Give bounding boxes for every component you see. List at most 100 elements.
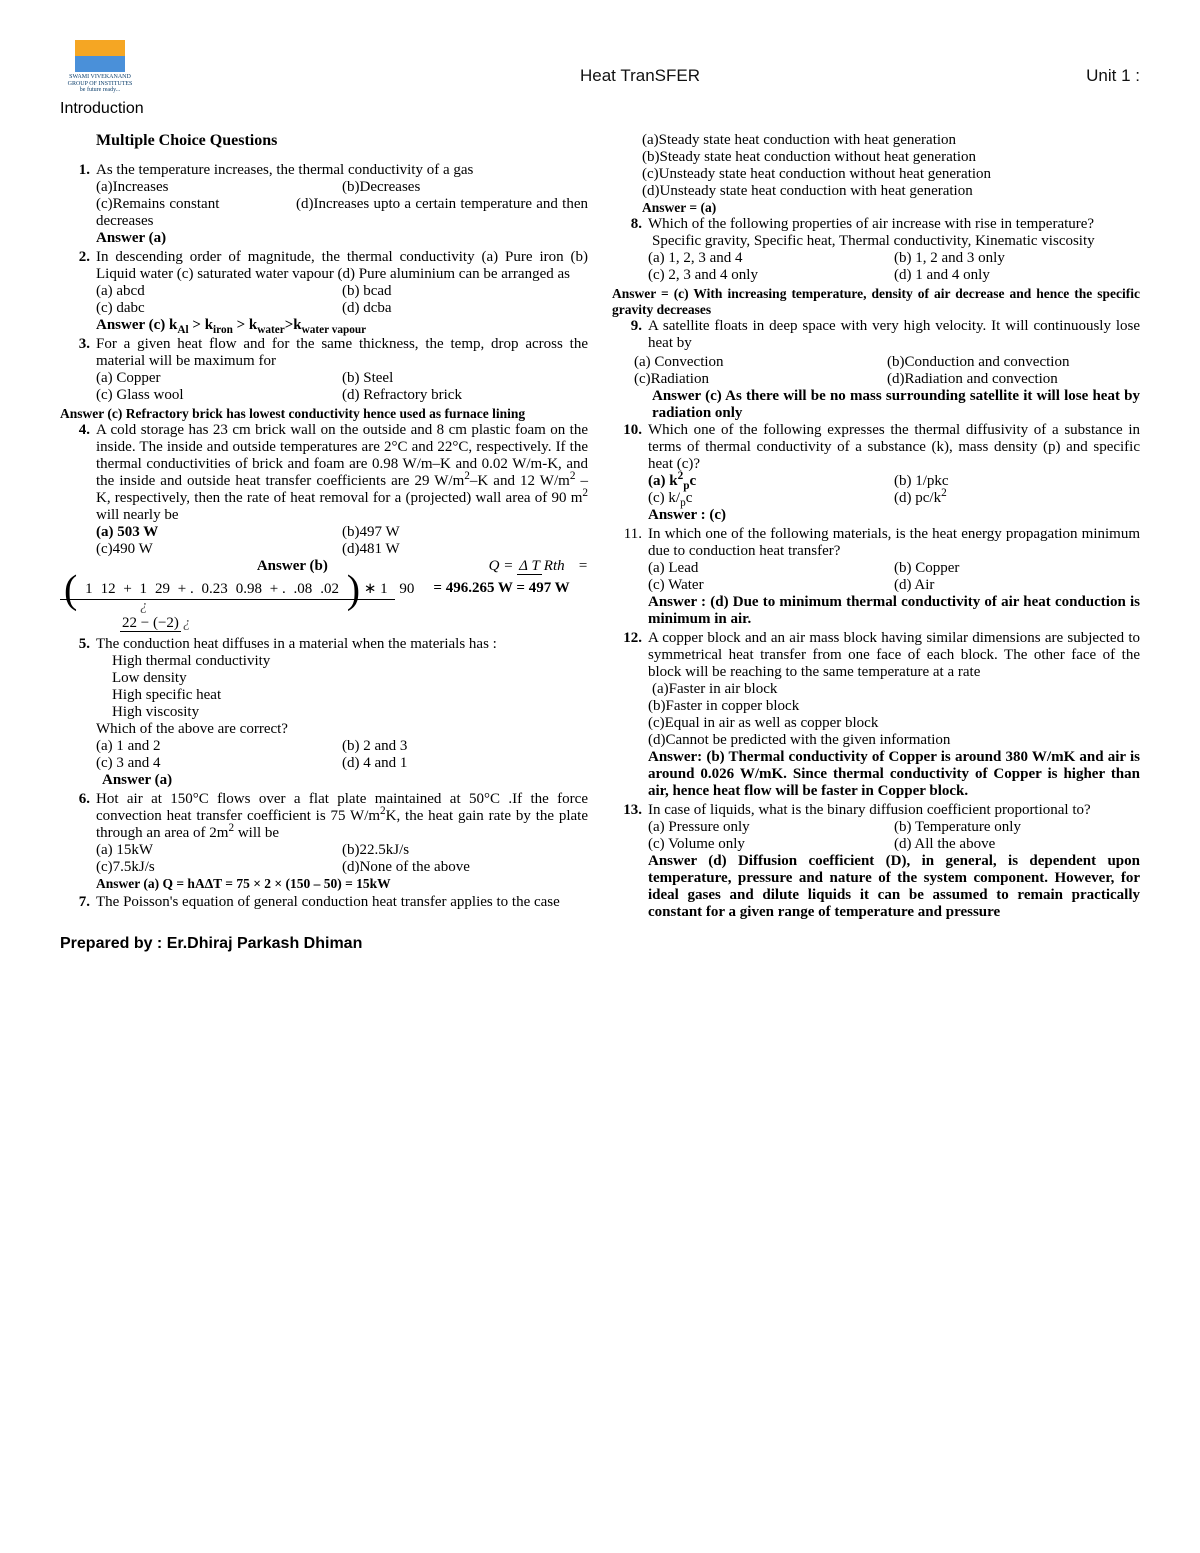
q13-opt-d: (d) All the above [894, 836, 1140, 853]
q5-which: Which of the above are correct? [96, 721, 588, 738]
q8-answer: Answer = (c) With increasing temperature… [612, 286, 1140, 318]
question-10: 10. Which one of the following expresses… [612, 422, 1140, 524]
q3-opt-a: (a) Copper [96, 370, 342, 387]
logo-line1: SWAMI VIVEKANAND [60, 74, 140, 81]
q7-text: The Poisson's equation of general conduc… [96, 894, 588, 911]
q11-opt-c: (c) Water [648, 577, 894, 594]
q8-num: 8. [612, 216, 648, 284]
q10-text: Which one of the following expresses the… [648, 422, 1140, 473]
q7-opt-c: (c)Unsteady state heat conduction withou… [642, 166, 1140, 183]
logo-line3: be future ready... [60, 87, 140, 94]
q11-opt-d: (d) Air [894, 577, 1140, 594]
q2-opt-d: (d) dcba [342, 300, 588, 317]
q9-opt-b: (b)Conduction and convection [887, 354, 1140, 371]
q7-opt-a: (a)Steady state heat conduction with hea… [642, 132, 1140, 149]
mcq-heading: Multiple Choice Questions [96, 132, 588, 150]
q12-answer: Answer: (b) Thermal conductivity of Copp… [648, 749, 1140, 800]
q10-opt-c: (c) k/pc [648, 490, 894, 507]
q7-options: (a)Steady state heat conduction with hea… [642, 132, 1140, 216]
q2-answer: Answer (c) kAl > kiron > kwater>kwater v… [96, 317, 588, 334]
q9-opt-d: (d)Radiation and convection [887, 371, 1140, 388]
question-8: 8. Which of the following properties of … [612, 216, 1140, 284]
introduction-heading: Introduction [60, 100, 1140, 118]
q4-answer-row: Answer (b) Q = Δ TRth = [96, 558, 588, 575]
q12-opt-c: (c)Equal in air as well as copper block [648, 715, 1140, 732]
q1-opt-b: (b)Decreases [342, 179, 588, 196]
q5-line4: High viscosity [112, 704, 588, 721]
left-column: Multiple Choice Questions 1. As the temp… [60, 132, 588, 923]
q8-list: Specific gravity, Specific heat, Thermal… [652, 233, 1140, 250]
right-column: (a)Steady state heat conduction with hea… [612, 132, 1140, 923]
q7-opt-b: (b)Steady state heat conduction without … [642, 149, 1140, 166]
q8-opt-a: (a) 1, 2, 3 and 4 [648, 250, 894, 267]
q7-answer: Answer = (a) [642, 200, 1140, 216]
q7-num: 7. [60, 894, 96, 911]
q2-opt-c: (c) dabc [96, 300, 342, 317]
question-1: 1. As the temperature increases, the the… [60, 162, 588, 247]
q1-num: 1. [60, 162, 96, 247]
question-11: 11. In which one of the following materi… [612, 526, 1140, 628]
q9-opt-a: (a) Convection [634, 354, 887, 371]
q4-opt-b: (b)497 W [342, 524, 588, 541]
question-6: 6. Hot air at 150°C flows over a flat pl… [60, 791, 588, 892]
q3-answer: Answer (c) Refractory brick has lowest c… [60, 406, 588, 422]
q9-answer: Answer (c) As there will be no mass surr… [652, 388, 1140, 422]
q3-num: 3. [60, 336, 96, 404]
q4-text: A cold storage has 23 cm brick wall on t… [96, 422, 588, 524]
q6-answer: Answer (a) Q = hAΔT = 75 × 2 × (150 – 50… [96, 876, 588, 892]
question-4: 4. A cold storage has 23 cm brick wall o… [60, 422, 588, 575]
q13-opt-a: (a) Pressure only [648, 819, 894, 836]
q12-opt-a: (a)Faster in air block [652, 681, 1140, 698]
header: SWAMI VIVEKANAND GROUP OF INSTITUTES be … [60, 40, 1140, 94]
q13-num: 13. [612, 802, 648, 921]
question-13: 13. In case of liquids, what is the bina… [612, 802, 1140, 921]
q5-text: The conduction heat diffuses in a materi… [96, 636, 588, 653]
q5-opt-c: (c) 3 and 4 [96, 755, 342, 772]
q6-num: 6. [60, 791, 96, 892]
q9-opt-c: (c)Radiation [634, 371, 887, 388]
q7-opt-d: (d)Unsteady state heat conduction with h… [642, 183, 1140, 200]
q4-eq-result: = 496.265 W = 497 W [433, 580, 569, 596]
q4-opt-c: (c)490 W [96, 541, 342, 558]
question-12: 12. A copper block and an air mass block… [612, 630, 1140, 800]
q6-opt-c: (c)7.5kJ/s [96, 859, 342, 876]
institute-logo: SWAMI VIVEKANAND GROUP OF INSTITUTES be … [60, 40, 140, 94]
q9-text: A satellite floats in deep space with ve… [648, 318, 1140, 352]
q12-num: 12. [612, 630, 648, 800]
subject-title: Heat TranSFER [580, 66, 700, 86]
q8-text: Which of the following properties of air… [648, 216, 1140, 233]
question-9: 9. A satellite floats in deep space with… [612, 318, 1140, 352]
q2-opt-a: (a) abcd [96, 283, 342, 300]
q8-opt-c: (c) 2, 3 and 4 only [648, 267, 894, 284]
title-bar: Heat TranSFER Unit 1 : [160, 40, 1140, 86]
q12-opt-d: (d)Cannot be predicted with the given in… [648, 732, 1140, 749]
q4-opt-a: (a) 503 W [96, 524, 342, 541]
q11-opt-a: (a) Lead [648, 560, 894, 577]
q8-opt-d: (d) 1 and 4 only [894, 267, 1140, 284]
q10-opt-d: (d) pc/k2 [894, 490, 1140, 507]
q5-line2: Low density [112, 670, 588, 687]
q3-opt-c: (c) Glass wool [96, 387, 342, 404]
q3-opt-b: (b) Steel [342, 370, 588, 387]
question-5: 5. The conduction heat diffuses in a mat… [60, 636, 588, 789]
q1-opt-cd: (c)Remains constant (d)Increases upto a … [96, 196, 588, 230]
q2-text: In descending order of magnitude, the th… [96, 249, 588, 283]
q13-answer: Answer (d) Diffusion coefficient (D), in… [648, 853, 1140, 921]
q5-line1: High thermal conductivity [112, 653, 588, 670]
q1-answer: Answer (a) [96, 230, 588, 247]
q13-opt-c: (c) Volume only [648, 836, 894, 853]
q11-answer: Answer : (d) Due to minimum thermal cond… [648, 594, 1140, 628]
q6-opt-b: (b)22.5kJ/s [342, 842, 588, 859]
question-2: 2. In descending order of magnitude, the… [60, 249, 588, 334]
q12-opt-b: (b)Faster in copper block [648, 698, 1140, 715]
q12-text: A copper block and an air mass block hav… [648, 630, 1140, 681]
q3-text: For a given heat flow and for the same t… [96, 336, 588, 370]
q11-num: 11. [612, 526, 648, 628]
q4-opt-d: (d)481 W [342, 541, 588, 558]
q10-num: 10. [612, 422, 648, 524]
q5-opt-a: (a) 1 and 2 [96, 738, 342, 755]
q4-num: 4. [60, 422, 96, 575]
q5-num: 5. [60, 636, 96, 789]
q11-opt-b: (b) Copper [894, 560, 1140, 577]
unit-label: Unit 1 : [1086, 66, 1140, 85]
